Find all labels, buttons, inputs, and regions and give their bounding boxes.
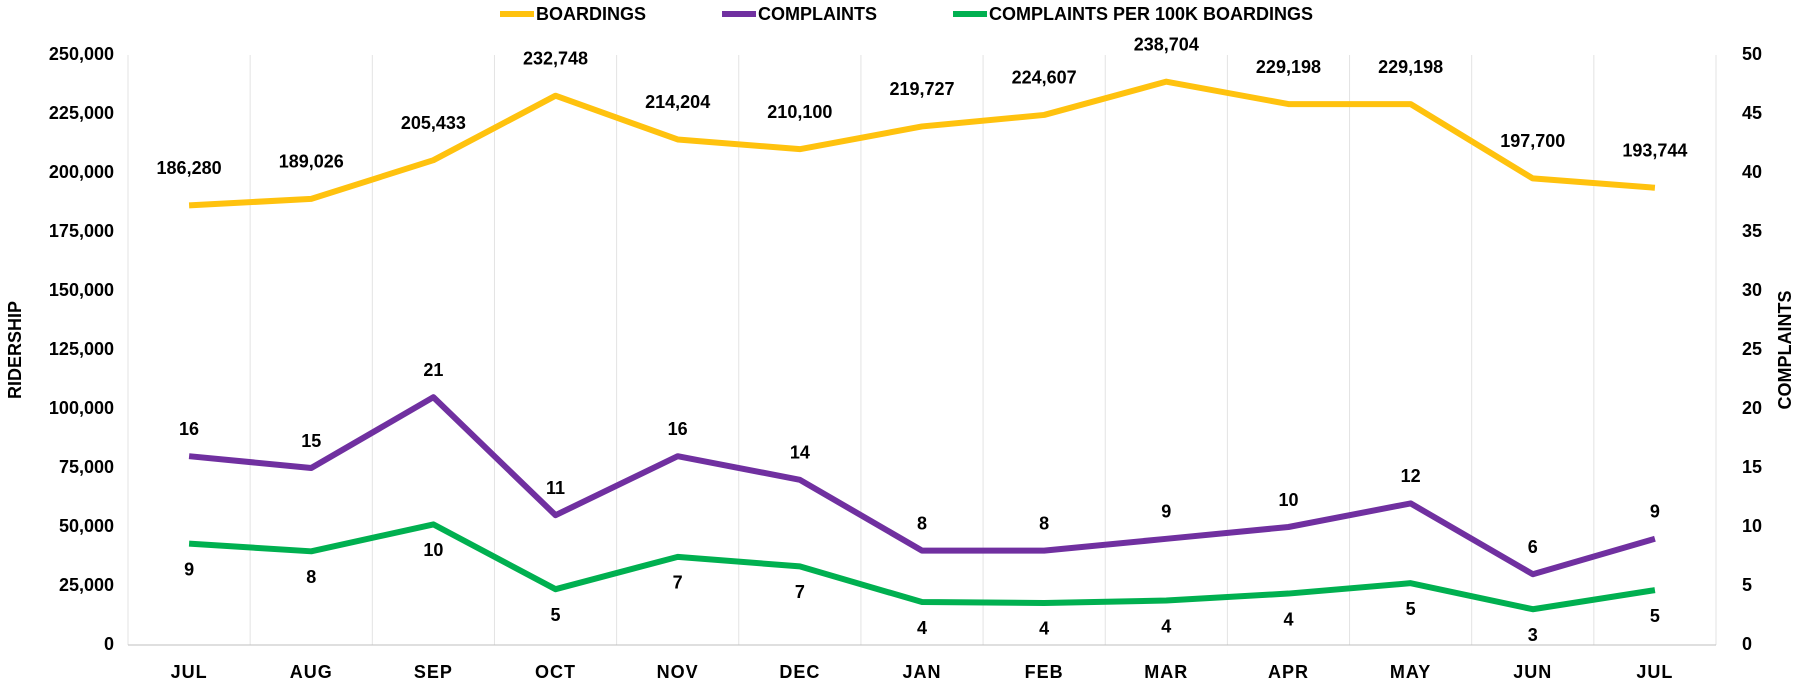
y-tick-label: 225,000: [49, 103, 114, 123]
x-tick-label: SEP: [414, 662, 453, 682]
data-label: 6: [1528, 537, 1538, 557]
data-label: 11: [546, 478, 565, 498]
x-tick-label: FEB: [1025, 662, 1064, 682]
legend-label: COMPLAINTS PER 100K BOARDINGS: [989, 4, 1313, 24]
data-label: 9: [1650, 502, 1660, 522]
data-label: 197,700: [1500, 131, 1565, 151]
y-tick-label: 0: [104, 634, 114, 654]
x-tick-label: MAR: [1144, 662, 1188, 682]
x-tick-label: JUL: [1636, 662, 1673, 682]
data-label: 4: [917, 618, 927, 638]
data-label: 8: [306, 567, 316, 587]
y-tick-label: 75,000: [59, 457, 114, 477]
y-tick-label: 150,000: [49, 280, 114, 300]
data-label: 210,100: [767, 102, 832, 122]
y2-tick-label: 20: [1742, 398, 1762, 418]
data-label: 4: [1039, 619, 1049, 639]
data-label: 193,744: [1622, 141, 1687, 161]
data-label: 15: [301, 431, 321, 451]
data-label: 5: [551, 605, 561, 625]
data-label: 9: [1161, 502, 1171, 522]
y2-tick-label: 45: [1742, 103, 1762, 123]
data-label: 5: [1650, 606, 1660, 626]
y-tick-label: 25,000: [59, 575, 114, 595]
x-tick-label: JUL: [171, 662, 208, 682]
data-label: 21: [423, 360, 443, 380]
legend-label: BOARDINGS: [536, 4, 646, 24]
y2-tick-label: 10: [1742, 516, 1762, 536]
data-label: 4: [1283, 609, 1293, 629]
y-axis-title: RIDERSHIP: [5, 301, 25, 399]
data-label: 238,704: [1134, 34, 1199, 54]
y-tick-label: 200,000: [49, 162, 114, 182]
data-label: 214,204: [645, 92, 710, 112]
x-tick-label: AUG: [290, 662, 333, 682]
y2-tick-label: 35: [1742, 221, 1762, 241]
data-label: 229,198: [1256, 57, 1321, 77]
y2-tick-label: 25: [1742, 339, 1762, 359]
y-tick-label: 125,000: [49, 339, 114, 359]
data-label: 8: [1039, 513, 1049, 533]
data-label: 16: [668, 419, 688, 439]
data-label: 8: [917, 513, 927, 533]
legend-label: COMPLAINTS: [758, 4, 877, 24]
y2-tick-label: 5: [1742, 575, 1752, 595]
data-label: 5: [1406, 599, 1416, 619]
x-tick-label: DEC: [779, 662, 820, 682]
x-tick-label: OCT: [535, 662, 576, 682]
data-label: 229,198: [1378, 57, 1443, 77]
series-line: [188, 78, 1656, 209]
y-tick-label: 100,000: [49, 398, 114, 418]
y-tick-label: 175,000: [49, 221, 114, 241]
y2-axis-title: COMPLAINTS: [1775, 291, 1795, 410]
y2-tick-label: 0: [1742, 634, 1752, 654]
data-label: 205,433: [401, 113, 466, 133]
data-label: 10: [1278, 490, 1298, 510]
y2-tick-label: 15: [1742, 457, 1762, 477]
data-label: 16: [179, 419, 199, 439]
series-line: [188, 394, 1656, 578]
data-label: 189,026: [279, 152, 344, 172]
y-tick-label: 250,000: [49, 44, 114, 64]
data-label: 232,748: [523, 48, 588, 68]
data-label: 224,607: [1012, 68, 1077, 88]
data-label: 7: [795, 582, 805, 602]
x-tick-label: MAY: [1390, 662, 1431, 682]
data-label: 7: [673, 573, 683, 593]
y-tick-label: 50,000: [59, 516, 114, 536]
series-line: [188, 521, 1656, 613]
data-label: 186,280: [157, 158, 222, 178]
data-label: 3: [1528, 625, 1538, 645]
data-label: 10: [423, 540, 443, 560]
x-tick-label: NOV: [657, 662, 699, 682]
y2-tick-label: 50: [1742, 44, 1762, 64]
data-label: 219,727: [889, 79, 954, 99]
x-tick-label: APR: [1268, 662, 1309, 682]
data-label: 14: [790, 443, 810, 463]
data-label: 9: [184, 559, 194, 579]
y2-tick-label: 40: [1742, 162, 1762, 182]
y2-tick-label: 30: [1742, 280, 1762, 300]
data-label: 12: [1401, 466, 1421, 486]
x-tick-label: JUN: [1513, 662, 1552, 682]
data-label: 4: [1161, 616, 1171, 636]
x-tick-label: JAN: [902, 662, 941, 682]
